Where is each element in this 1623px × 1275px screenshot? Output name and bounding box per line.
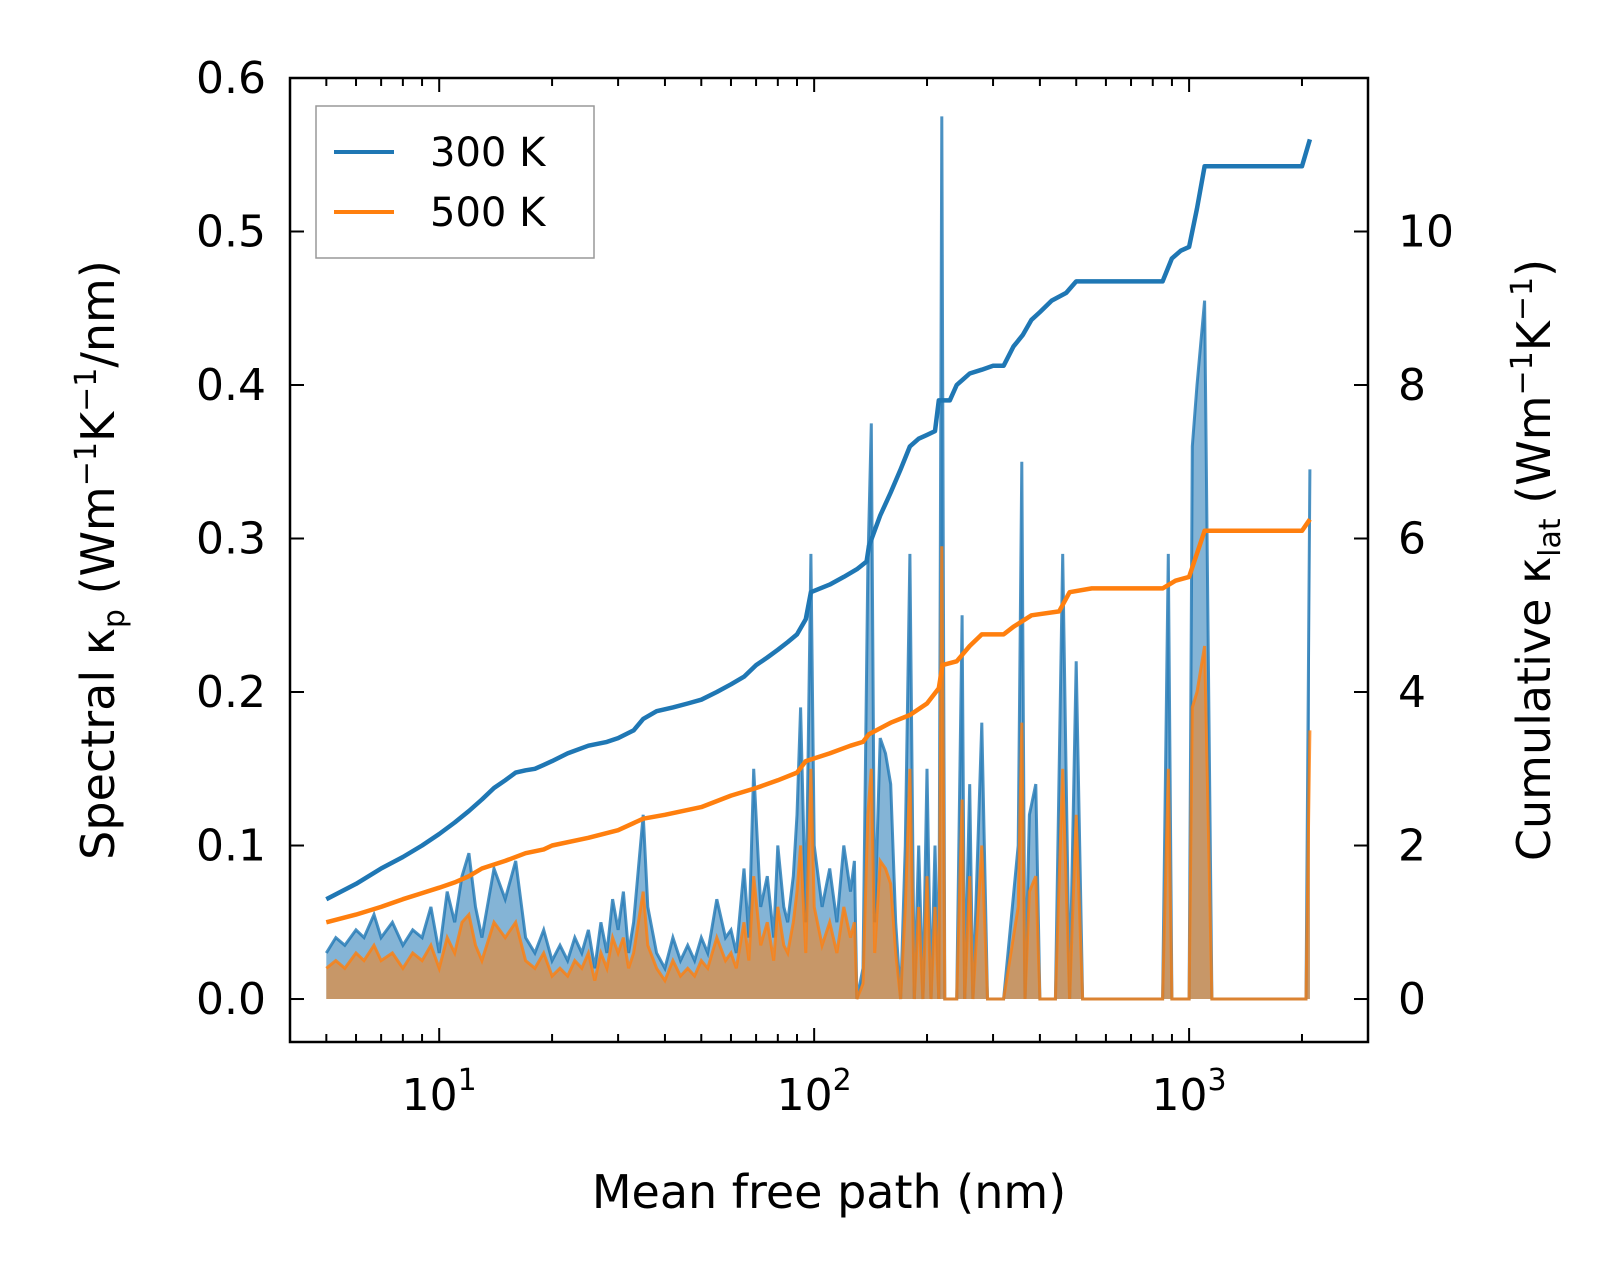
y-left-tick-label: 0.1 [196, 821, 266, 872]
y-right-tick-label: 8 [1398, 360, 1426, 411]
cumulative-lines [325, 138, 1313, 925]
x-axis-title: Mean free path (nm) [592, 1165, 1066, 1219]
y-left-tick-label: 0.4 [196, 360, 266, 411]
y-left-tick-label: 0.0 [196, 974, 266, 1025]
y-left-tick-label: 0.3 [196, 514, 266, 565]
cumulative-line-500k [325, 518, 1312, 925]
axis-ticks [289, 77, 1369, 1042]
spectral-fill-500k [326, 546, 1310, 999]
y-axis-right-title: Cumulative κlat (Wm−1K−1) [1505, 259, 1568, 861]
x-tick-label: 101 [402, 1063, 477, 1121]
y-right-tick-label: 0 [1398, 974, 1426, 1025]
plot-frame [288, 76, 1370, 1044]
x-tick-label: 103 [1152, 1063, 1227, 1121]
y-left-tick-label: 0.2 [196, 667, 266, 718]
x-tick-label: 102 [777, 1063, 852, 1121]
spectral-lines [325, 116, 1312, 1001]
y-left-tick-label: 0.6 [196, 53, 266, 104]
legend-box [315, 105, 595, 259]
spectral-line-500k [325, 546, 1312, 1001]
y-right-tick-label: 4 [1398, 667, 1426, 718]
y-right-tick-label: 10 [1398, 207, 1454, 258]
y-right-tick-label: 2 [1398, 821, 1426, 872]
tick-labels: 101 102 103 0.0 0.1 0.2 0.3 0.4 0.5 0.6 0 2 4 6 8 10 [196, 53, 1454, 1121]
cumulative-line-300k [325, 138, 1313, 902]
y-right-tick-label: 6 [1398, 514, 1426, 565]
y-left-tick-label: 0.5 [196, 207, 266, 258]
y-axis-left-title: Spectral κp (Wm−1K−1/nm) [69, 260, 132, 860]
legend-label-300k: 300 K [430, 130, 547, 176]
legend: 300 K 500 K [315, 105, 595, 259]
legend-label-500k: 500 K [430, 190, 547, 236]
